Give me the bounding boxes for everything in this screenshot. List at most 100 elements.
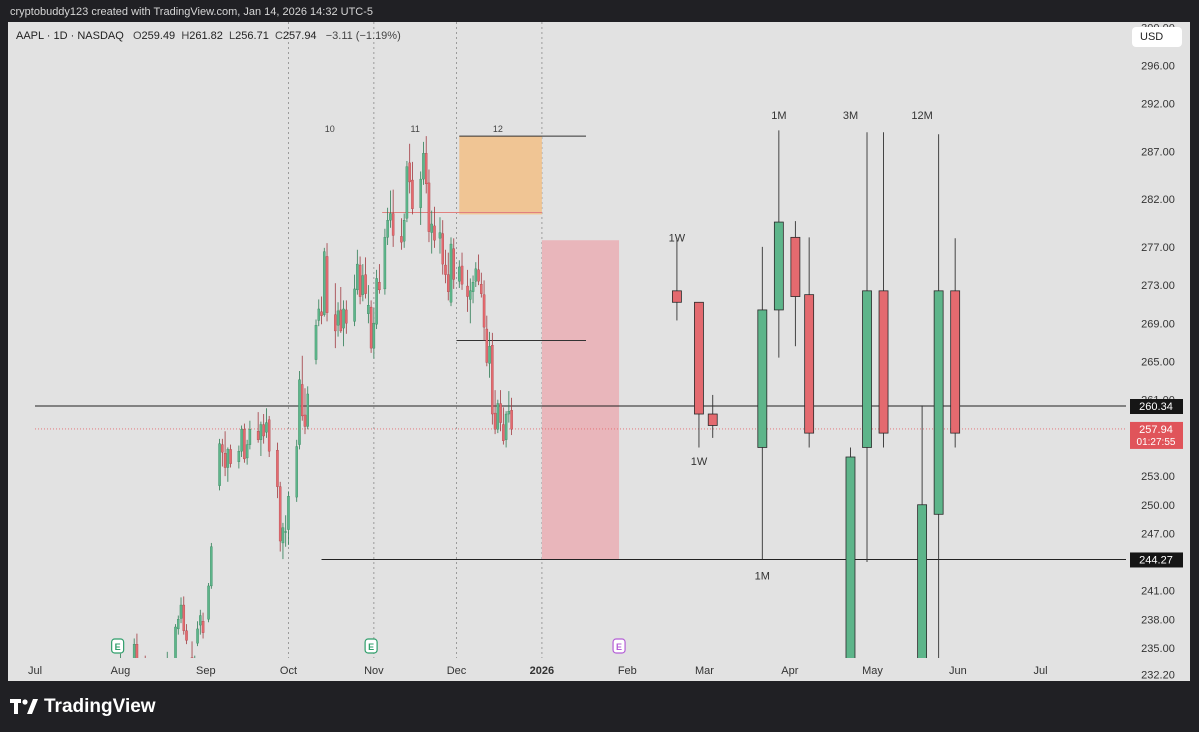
daily-candle-up: [474, 262, 478, 288]
x-axis-tick-label: Feb: [618, 665, 637, 677]
candle-body: [474, 268, 478, 282]
candle-body: [132, 644, 136, 658]
candle-body: [402, 220, 406, 242]
candle-body: [284, 531, 287, 533]
earnings-marker: E: [612, 638, 626, 654]
daily-candle-down: [502, 407, 505, 445]
chart-panel[interactable]: 1011121W1W1M1M3M12MEEE300.00296.00292.00…: [8, 22, 1190, 682]
symbol-name[interactable]: AAPL · 1D · NASDAQ: [16, 30, 124, 42]
x-axis-tick-label: Jun: [949, 665, 967, 677]
candle-body: [210, 546, 213, 587]
candle-body: [336, 310, 340, 326]
daily-candle-down: [364, 257, 367, 299]
price-badge-box: [1130, 399, 1183, 415]
candle-body: [400, 236, 403, 243]
candle-body: [262, 424, 265, 437]
daily-candle-down: [411, 161, 414, 215]
candle-body: [179, 604, 183, 619]
daily-candle-up: [240, 425, 243, 457]
candle-body: [144, 666, 146, 675]
daily-candle-up: [265, 408, 268, 438]
candle-body: [221, 444, 224, 453]
x-axis-tick-label: Mar: [695, 665, 714, 677]
y-axis-tick-label: 287.00: [1141, 146, 1175, 158]
candle-body: [177, 619, 180, 630]
tradingview-brand: TradingView: [10, 696, 156, 718]
daily-candle-up: [458, 260, 461, 288]
daily-candle-up: [389, 190, 392, 228]
daily-candle-down: [345, 300, 348, 334]
projection-candle-up: [773, 130, 784, 358]
projection-body: [707, 413, 718, 426]
daily-candle-down: [144, 655, 146, 675]
projection-body: [878, 290, 889, 434]
candle-body: [199, 615, 202, 626]
projection-candle-up: [917, 405, 928, 658]
projection-label: 1W: [691, 456, 708, 468]
earnings-marker-box: [111, 638, 125, 654]
candle-body: [182, 604, 186, 631]
projection-candle-down: [804, 237, 815, 448]
candle-body: [361, 275, 365, 295]
candle-body: [502, 424, 505, 441]
daily-candle-up: [342, 300, 345, 347]
y-axis-tick-label: 269.00: [1141, 318, 1175, 330]
candle-body: [298, 379, 301, 445]
y-axis-tick-label: 235.00: [1141, 643, 1175, 655]
projection-candle-down: [707, 394, 718, 438]
candle-body: [237, 451, 241, 462]
candle-body: [496, 403, 500, 430]
candle-body: [147, 669, 149, 675]
projection-candle-up: [845, 447, 856, 658]
candle-body: [488, 346, 491, 364]
daily-candle-down: [499, 390, 502, 432]
low-value: 256.71: [235, 30, 269, 42]
daily-candle-up: [383, 228, 387, 295]
y-axis-tick-label: 232.20: [1141, 670, 1175, 681]
daily-candle-up: [199, 609, 202, 635]
price-badge-label: 260.34: [1139, 401, 1173, 413]
candle-body: [375, 278, 378, 325]
candlestick-chart[interactable]: 1011121W1W1M1M3M12MEEE300.00296.00292.00…: [8, 22, 1190, 682]
candle-body: [405, 166, 409, 219]
daily-candle-down: [221, 438, 224, 467]
daily-candle-down: [391, 189, 395, 247]
daily-candle-up: [496, 399, 500, 434]
daily-candle-up: [248, 420, 252, 450]
candle-body: [438, 232, 442, 239]
projection-label: 12M: [911, 110, 932, 122]
daily-candle-down: [441, 220, 444, 275]
candle-body: [386, 220, 389, 238]
x-axis-tick-label: Sep: [196, 665, 216, 677]
daily-candle-up: [177, 615, 180, 635]
currency-button[interactable]: USD: [1132, 27, 1182, 47]
daily-candle-down: [182, 596, 186, 635]
candle-body: [419, 178, 422, 208]
candle-body: [356, 263, 359, 291]
x-axis-tick-label: Dec: [447, 665, 467, 677]
close-value: 257.94: [282, 30, 317, 42]
projection-body: [773, 221, 784, 311]
candle-body: [427, 182, 431, 232]
candle-body: [229, 449, 232, 464]
daily-candle-down: [262, 414, 265, 444]
daily-candle-down: [369, 300, 373, 353]
candle-body: [411, 179, 414, 209]
projection-body: [933, 290, 944, 515]
daily-candle-down: [452, 238, 456, 289]
candle-body: [507, 411, 511, 415]
candle-body: [408, 162, 411, 183]
candle-body: [383, 237, 387, 290]
daily-candle-up: [430, 210, 433, 254]
daily-candle-down: [135, 633, 139, 658]
daily-candle-down: [190, 641, 194, 658]
x-axis-tick-label: Jul: [28, 665, 42, 677]
daily-candle-up: [259, 421, 263, 457]
daily-candle-up: [306, 386, 309, 430]
daily-candle-down: [378, 264, 381, 294]
price-badge-label: 244.27: [1139, 554, 1173, 566]
chart-credit: cryptobuddy123 created with TradingView.…: [10, 6, 374, 18]
candle-body: [364, 274, 367, 294]
daily-candle-up: [372, 308, 376, 359]
daily-candle-down: [243, 423, 246, 463]
